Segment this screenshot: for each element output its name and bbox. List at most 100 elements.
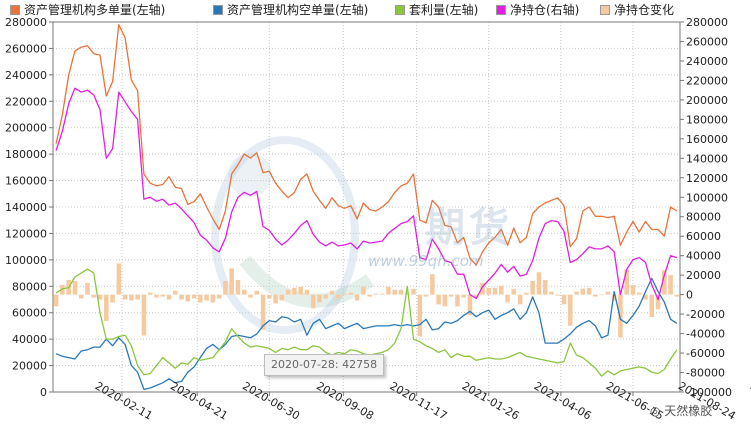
watermark-text: 期货 — [425, 205, 513, 251]
right-axis-tick-label: 120000 — [686, 172, 728, 185]
bar-net-change — [367, 294, 372, 297]
left-axis-tick-label: 140000 — [5, 201, 47, 214]
bar-net-change — [580, 288, 586, 295]
right-axis-tick-label: 280000 — [686, 16, 728, 29]
bar-net-change — [624, 269, 629, 295]
bar-net-change — [574, 291, 579, 295]
left-axis-tick-label: 100000 — [5, 254, 47, 267]
bar-net-change — [285, 289, 291, 295]
bar-net-change — [329, 290, 335, 295]
bar-net-change — [361, 286, 366, 295]
legend-label: 套利量(左轴) — [409, 3, 479, 17]
bar-net-change — [60, 284, 65, 295]
bar-net-change — [229, 268, 234, 295]
tooltip: 2020-07-28: 42758 — [264, 354, 385, 376]
legend-label: 净持仓(右轴) — [510, 3, 580, 17]
legend-swatch-icon — [395, 4, 405, 15]
right-axis-tick-label: 180000 — [686, 113, 728, 126]
right-axis-tick-label: -40000 — [686, 328, 725, 341]
bar-net-change — [549, 291, 554, 295]
bar-net-change — [486, 287, 492, 295]
legend-item-net[interactable]: 净持仓(右轴) — [496, 1, 579, 18]
bar-net-change — [386, 286, 391, 295]
bar-net-change — [72, 281, 78, 295]
right-axis-tick-label: 160000 — [686, 133, 728, 146]
left-axis-tick-label: 120000 — [5, 227, 47, 240]
bar-net-change — [298, 286, 303, 295]
legend-swatch-icon — [213, 4, 223, 15]
series-line — [55, 87, 678, 301]
legend-item-long[interactable]: 资产管理机构多单量(左轴) — [10, 1, 165, 18]
left-axis-tick-label: 80000 — [12, 280, 47, 293]
bar-net-change — [104, 294, 109, 321]
x-axis-tick-label: 2020-04-21 — [168, 379, 230, 422]
bar-net-change — [179, 294, 184, 300]
bar-net-change — [53, 294, 59, 307]
bar-net-change — [141, 294, 147, 336]
right-axis-tick-label: 240000 — [686, 55, 728, 68]
bar-net-change — [593, 294, 598, 297]
right-axis-tick-label: 260000 — [686, 35, 728, 48]
bar-net-change — [292, 287, 297, 295]
bar-net-change — [248, 294, 253, 298]
right-axis-tick-label: 220000 — [686, 74, 728, 87]
bar-net-change — [536, 272, 542, 295]
legend: 资产管理机构多单量(左轴) 资产管理机构空单量(左轴) 套利量(左轴) 净持仓(… — [0, 0, 751, 18]
left-axis-tick-label: 180000 — [5, 148, 47, 161]
right-axis-tick-label: -20000 — [686, 308, 725, 321]
bar-net-change — [173, 290, 178, 295]
bar-net-change — [147, 292, 153, 295]
legend-item-arbitrage[interactable]: 套利量(左轴) — [395, 1, 478, 18]
legend-label: 资产管理机构空单量(左轴) — [227, 3, 369, 17]
legend-item-short[interactable]: 资产管理机构空单量(左轴) — [213, 1, 368, 18]
bar-net-change — [618, 294, 623, 338]
left-axis-tick-label: 280000 — [5, 16, 47, 29]
bar-net-change — [473, 294, 479, 299]
bar-net-change — [254, 290, 260, 295]
bar-net-change — [524, 292, 529, 295]
bar-net-change — [461, 294, 466, 298]
x-axis-tick-label: 2020-09-08 — [314, 379, 376, 422]
x-axis-tick-label: 2021-04-06 — [532, 379, 594, 422]
bar-net-change — [636, 292, 642, 295]
x-axis-tick-label: 2020-11-17 — [387, 379, 449, 422]
bar-net-change — [122, 294, 128, 300]
bar-net-change — [154, 294, 159, 298]
right-axis-tick-label: -100000 — [686, 386, 732, 399]
legend-swatch-icon — [10, 4, 20, 15]
bar-net-change — [599, 294, 604, 296]
bar-net-change — [323, 294, 329, 299]
bar-net-change — [379, 293, 385, 295]
left-axis-tick-label: 240000 — [5, 69, 47, 82]
bar-net-change — [555, 294, 560, 296]
bar-net-change — [78, 294, 84, 299]
left-axis-tick-label: 40000 — [12, 333, 47, 346]
right-axis-tick-label: 80000 — [686, 211, 721, 224]
legend-item-net-change[interactable]: 净持仓变化 — [600, 1, 674, 18]
right-axis-tick-label: 100000 — [686, 191, 728, 204]
bar-net-change — [204, 294, 209, 301]
bar-net-change — [91, 294, 97, 298]
bar-net-change — [542, 280, 548, 295]
bar-net-change — [317, 294, 322, 303]
legend-label: 资产管理机构多单量(左轴) — [24, 3, 166, 17]
bar-net-change — [442, 294, 448, 307]
right-axis-tick-label: 60000 — [686, 230, 721, 243]
bar-net-change — [273, 294, 278, 304]
bar-net-change — [568, 294, 573, 326]
bar-net-change — [342, 293, 347, 295]
watermark-url: www.99qh.com — [368, 252, 484, 270]
watermark-logo-icon — [211, 136, 375, 334]
bar-net-change — [336, 294, 341, 299]
bar-net-change — [398, 289, 404, 295]
bar-net-change — [499, 285, 504, 295]
bar-net-change — [85, 282, 90, 295]
series-line — [55, 23, 678, 266]
bar-net-change — [373, 293, 379, 295]
bar-net-change — [129, 294, 134, 301]
x-axis-tick-label: 2020-02-11 — [93, 379, 155, 422]
bar-net-change — [655, 294, 661, 310]
bar-net-change — [348, 292, 354, 295]
